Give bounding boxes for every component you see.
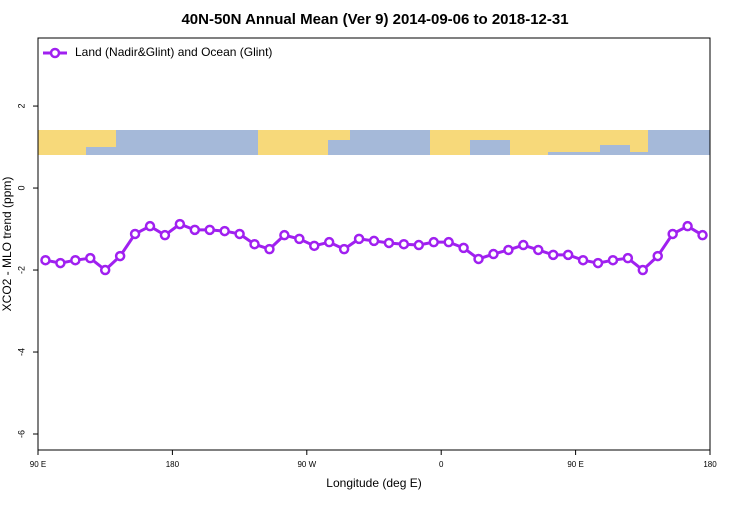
data-point (114, 250, 126, 262)
data-point (383, 237, 395, 249)
data-point (652, 250, 663, 262)
y-tick-label: -2 (16, 266, 26, 274)
data-point (428, 236, 439, 248)
x-axis-label: Longitude (deg E) (326, 476, 421, 490)
data-point (174, 218, 186, 230)
data-point (443, 236, 454, 248)
y-tick-label: 2 (16, 104, 26, 109)
data-point (577, 254, 589, 266)
data-point (189, 224, 201, 236)
data-point (398, 238, 410, 250)
data-point (503, 244, 514, 256)
x-tick-label: 90 W (297, 460, 316, 469)
data-point (219, 225, 230, 237)
data-point (55, 257, 66, 269)
x-tick-label: 180 (166, 460, 180, 469)
data-point (533, 244, 544, 256)
data-point (637, 264, 649, 276)
data-point (85, 252, 96, 264)
data-point (547, 249, 559, 261)
data-point (70, 254, 81, 266)
data-point (264, 243, 275, 255)
chart-title: 40N-50N Annual Mean (Ver 9) 2014-09-06 t… (181, 11, 568, 28)
series-line (45, 222, 704, 273)
legend-label: Land (Nadir&Glint) and Ocean (Glint) (75, 45, 272, 59)
data-point (473, 253, 484, 265)
y-tick-label: -4 (16, 348, 26, 356)
data-point (338, 243, 350, 255)
y-tick-label: 0 (16, 186, 26, 191)
data-point (458, 242, 469, 254)
y-tick-label: -6 (16, 430, 26, 438)
x-tick-label: 90 E (30, 460, 46, 469)
data-point (99, 264, 111, 276)
data-point (607, 254, 619, 266)
data-point (234, 228, 245, 240)
data-point (518, 239, 529, 251)
data-point (488, 248, 499, 260)
data-point (697, 229, 708, 241)
data-point (249, 238, 260, 250)
plot-frame (37, 37, 711, 451)
map-strip (38, 130, 710, 155)
x-tick-label: 180 (703, 460, 717, 469)
y-axis-label: XCO2 - MLO trend (ppm) (0, 177, 14, 312)
data-point (682, 220, 693, 232)
data-point (622, 252, 634, 264)
data-point (309, 240, 320, 252)
data-point (592, 257, 604, 269)
data-point (323, 236, 335, 248)
data-point (294, 233, 305, 245)
data-point (353, 233, 365, 245)
data-point (562, 249, 574, 261)
data-point (279, 229, 290, 241)
data-point (159, 229, 171, 241)
data-point (204, 224, 215, 236)
x-tick-label: 90 E (567, 460, 583, 469)
data-point (144, 220, 156, 232)
legend-marker (49, 47, 61, 59)
data-point (129, 228, 141, 240)
x-tick-label: 0 (439, 460, 444, 469)
data-point (413, 239, 425, 251)
data-point (667, 228, 678, 240)
data-point (368, 235, 380, 247)
data-point (40, 254, 51, 266)
